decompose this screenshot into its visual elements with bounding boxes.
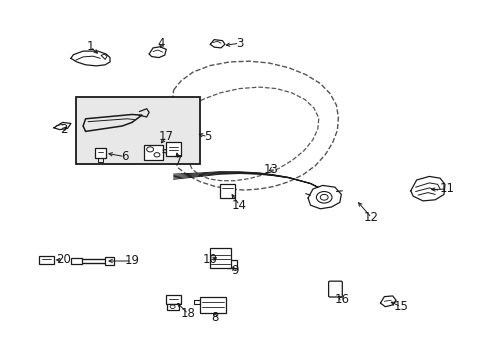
Text: 6: 6 <box>121 150 128 163</box>
Bar <box>166 142 181 156</box>
Text: 19: 19 <box>124 255 139 267</box>
Text: 18: 18 <box>181 307 195 320</box>
FancyBboxPatch shape <box>328 281 342 297</box>
Text: 5: 5 <box>203 130 211 143</box>
Bar <box>210 248 230 268</box>
Text: 9: 9 <box>230 264 238 277</box>
Bar <box>95 148 106 158</box>
Text: 10: 10 <box>203 253 217 266</box>
Text: 7: 7 <box>174 154 182 167</box>
Text: 11: 11 <box>439 183 454 195</box>
Bar <box>167 304 179 310</box>
Text: 17: 17 <box>159 130 173 143</box>
Bar <box>220 184 234 198</box>
Bar <box>39 256 54 264</box>
Bar <box>166 295 181 304</box>
Text: 16: 16 <box>334 293 349 306</box>
Bar <box>199 297 226 313</box>
Text: 8: 8 <box>211 311 219 324</box>
Bar <box>105 257 114 265</box>
Text: 15: 15 <box>393 300 407 313</box>
Text: 1: 1 <box>86 40 94 53</box>
Bar <box>227 260 237 268</box>
Text: 3: 3 <box>235 37 243 50</box>
Text: 4: 4 <box>157 37 165 50</box>
Text: 14: 14 <box>232 199 246 212</box>
Bar <box>71 258 81 264</box>
Bar <box>144 145 163 160</box>
Text: 2: 2 <box>60 123 67 136</box>
Text: 20: 20 <box>56 253 71 266</box>
Text: 12: 12 <box>364 211 378 224</box>
Text: 13: 13 <box>264 163 278 176</box>
Bar <box>76 97 200 164</box>
